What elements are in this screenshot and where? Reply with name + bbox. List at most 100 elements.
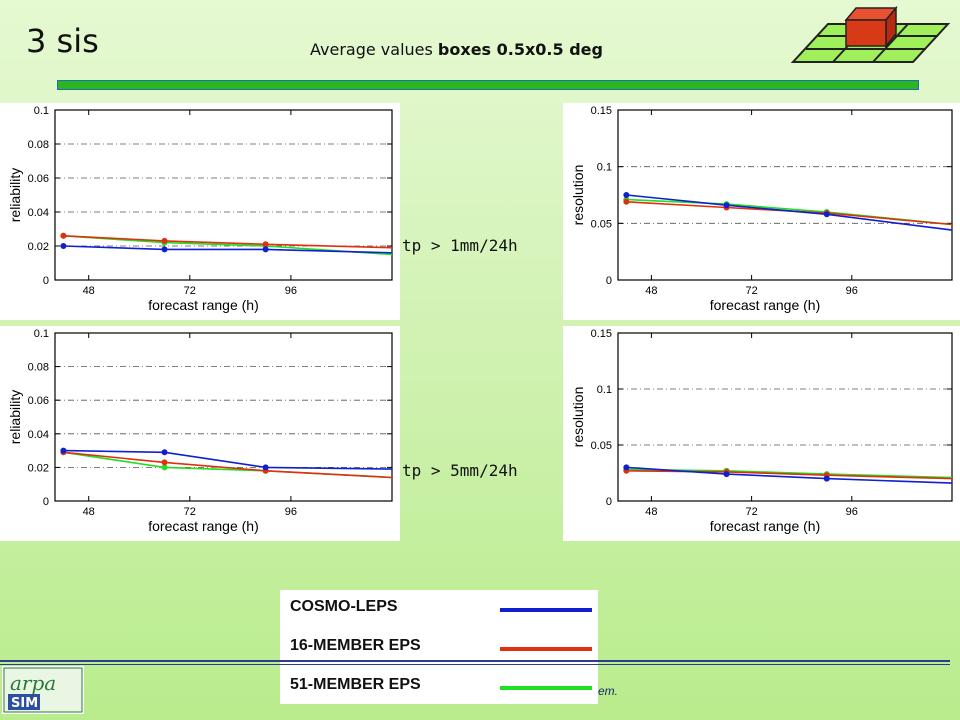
svg-text:arpa: arpa — [10, 671, 56, 695]
data-point — [60, 243, 67, 249]
legend-swatch — [500, 608, 592, 612]
title-divider-bar — [57, 80, 919, 90]
series-line — [63, 451, 393, 479]
footer-text: em. — [598, 684, 619, 698]
legend-swatch — [500, 647, 592, 651]
y-tick-label: 0.1 — [34, 328, 49, 340]
series-line — [63, 235, 393, 249]
legend-label: 51-MEMBER EPS — [290, 676, 421, 693]
slide-subtitle: Average values boxes 0.5x0.5 deg — [310, 40, 603, 59]
y-tick-label: 0.1 — [34, 105, 49, 117]
x-axis-label: forecast range (h) — [148, 297, 259, 313]
chart-reliability-5mm: 0 0.02 0.04 0.06 0.08 0.1 48 72 96 forecast range… — [7, 328, 393, 534]
x-axis-label: forecast range (h) — [710, 518, 821, 534]
y-tick-label: 0 — [606, 496, 612, 508]
y-tick-label: 0.06 — [28, 395, 49, 407]
subtitle-text: Average values — [310, 40, 438, 59]
data-point — [161, 246, 168, 253]
series-line — [626, 466, 953, 484]
x-tick-label: 72 — [745, 506, 757, 518]
x-tick-label: 96 — [846, 506, 858, 518]
y-tick-label: 0 — [606, 275, 612, 287]
plot-frame — [54, 109, 393, 281]
data-point — [823, 211, 830, 218]
data-point — [262, 246, 269, 253]
y-tick-label: 0.02 — [28, 241, 49, 253]
data-point — [161, 237, 168, 244]
x-tick-label: 72 — [745, 285, 757, 297]
legend-item-51-member-eps: 51-MEMBER EPS — [290, 676, 592, 700]
y-tick-label: 0.1 — [597, 384, 612, 396]
x-tick-label: 72 — [184, 285, 196, 297]
legend-label: 16-MEMBER EPS — [290, 637, 421, 654]
plot-frame — [54, 332, 393, 502]
y-tick-label: 0 — [43, 496, 49, 508]
arpa-sim-logo: arpa SIM — [2, 666, 84, 714]
legend: COSMO-LEPS 16-MEMBER EPS 51-MEMBER EPS — [280, 590, 598, 704]
data-point — [262, 241, 269, 248]
x-tick-label: 48 — [83, 285, 95, 297]
chart-panel-reliability-1mm: 0 0.02 0.04 0.06 0.08 0.1 48 72 96 forecast range… — [0, 103, 400, 320]
y-axis-label: resolution — [570, 165, 586, 226]
y-tick-label: 0.1 — [597, 162, 612, 174]
x-axis-label: forecast range (h) — [148, 518, 259, 534]
y-axis-label: reliability — [7, 168, 23, 222]
x-tick-label: 96 — [846, 285, 858, 297]
y-tick-label: 0.15 — [591, 328, 612, 340]
data-point — [161, 464, 168, 471]
footer-divider-thin — [0, 664, 950, 665]
chart-reliability-1mm: 0 0.02 0.04 0.06 0.08 0.1 48 72 96 forecast range… — [7, 105, 393, 313]
data-point — [723, 471, 730, 478]
x-tick-label: 48 — [645, 506, 657, 518]
data-point — [623, 198, 630, 205]
slide-title: 3 sis — [26, 22, 99, 60]
x-tick-label: 48 — [645, 285, 657, 297]
chart-panel-reliability-5mm: 0 0.02 0.04 0.06 0.08 0.1 48 72 96 forecast range… — [0, 326, 400, 541]
chart-resolution-1mm: 0 0.05 0.1 0.15 48 72 96 forecast range (h) reso… — [570, 105, 953, 313]
y-tick-label: 0.04 — [28, 207, 49, 219]
data-point — [823, 475, 830, 482]
y-tick-label: 0.08 — [28, 362, 49, 374]
data-point — [262, 464, 269, 471]
y-tick-label: 0.05 — [591, 440, 612, 452]
data-point — [60, 232, 67, 239]
legend-label: COSMO-LEPS — [290, 598, 398, 615]
y-tick-label: 0.15 — [591, 105, 612, 117]
data-point — [161, 459, 168, 466]
y-tick-label: 0.04 — [28, 429, 49, 441]
y-axis-label: resolution — [570, 387, 586, 448]
series-line — [63, 235, 393, 256]
plot-frame — [617, 109, 953, 281]
x-tick-label: 96 — [285, 285, 297, 297]
series-line — [63, 449, 393, 470]
chart-resolution-5mm: 0 0.05 0.1 0.15 48 72 96 forecast range (h) reso… — [570, 328, 953, 534]
grid-box-logo — [790, 5, 951, 63]
y-tick-label: 0.02 — [28, 462, 49, 474]
y-axis-label: reliability — [7, 390, 23, 444]
series-line — [626, 194, 953, 231]
data-point — [723, 202, 730, 209]
threshold-label-1mm: tp > 1mm/24h — [402, 236, 518, 255]
chart-panel-resolution-1mm: 0 0.05 0.1 0.15 48 72 96 forecast range (h) reso… — [563, 103, 960, 320]
footer-divider — [0, 660, 950, 662]
legend-item-cosmo-leps: COSMO-LEPS — [290, 598, 592, 622]
legend-swatch — [500, 686, 592, 690]
y-tick-label: 0.08 — [28, 139, 49, 151]
subtitle-bold-text: boxes 0.5x0.5 deg — [437, 40, 603, 59]
data-point — [60, 447, 67, 454]
series-line — [626, 201, 953, 226]
y-tick-label: 0.06 — [28, 173, 49, 185]
series-line — [63, 245, 393, 254]
y-tick-label: 0.05 — [591, 218, 612, 230]
svg-text:SIM: SIM — [11, 696, 38, 711]
legend-item-16-member-eps: 16-MEMBER EPS — [290, 637, 592, 661]
x-tick-label: 72 — [184, 506, 196, 518]
x-tick-label: 96 — [285, 506, 297, 518]
data-point — [623, 464, 630, 471]
x-tick-label: 48 — [83, 506, 95, 518]
plot-frame — [617, 332, 953, 502]
series-line — [63, 451, 393, 479]
x-axis-label: forecast range (h) — [710, 297, 821, 313]
threshold-label-5mm: tp > 5mm/24h — [402, 461, 518, 480]
